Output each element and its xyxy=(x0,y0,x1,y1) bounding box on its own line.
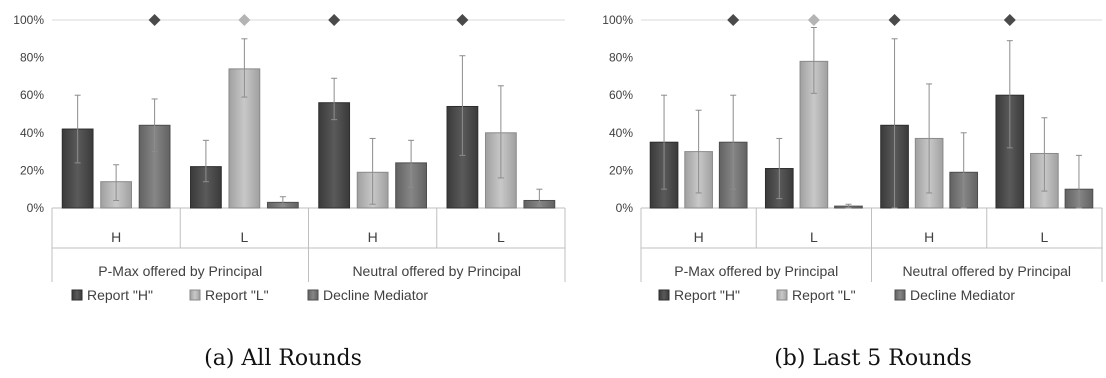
significance-marker xyxy=(238,14,251,26)
legend-label: Report "H" xyxy=(87,287,153,303)
significance-marker xyxy=(148,14,161,26)
legend-label: Decline Mediator xyxy=(323,287,428,303)
category-label: L xyxy=(810,229,818,245)
group-label: Neutral offered by Principal xyxy=(902,263,1071,279)
y-tick-label: 40% xyxy=(20,126,44,140)
legend-swatch-decline xyxy=(307,289,319,301)
group-label: Neutral offered by Principal xyxy=(352,263,521,279)
figure-caption: (b) Last 5 Rounds xyxy=(774,346,972,371)
significance-marker xyxy=(807,14,820,26)
y-tick-label: 80% xyxy=(20,51,44,65)
chart-panel-last-5-rounds: 0% 20% 40% 60% 80% 100% H L H L P-Max offered by P… xyxy=(602,13,1103,371)
y-tick-label: 20% xyxy=(20,163,44,177)
significance-marker xyxy=(888,14,901,26)
category-label: H xyxy=(694,229,704,245)
category-label: H xyxy=(924,229,934,245)
category-label: H xyxy=(111,229,121,245)
y-tick-label: 80% xyxy=(609,51,633,65)
figure-caption: (a) All Rounds xyxy=(204,346,362,371)
legend-swatch-report-h xyxy=(71,289,83,301)
category-label: H xyxy=(368,229,378,245)
significance-marker xyxy=(727,14,740,26)
y-tick-label: 20% xyxy=(609,163,633,177)
y-tick-label: 0% xyxy=(27,201,45,215)
chart-panel-all-rounds: 0% 20% 40% 60% 80% 100% H L H L P-Max offered by P… xyxy=(13,13,566,371)
category-label: L xyxy=(1040,229,1048,245)
group-label: P-Max offered by Principal xyxy=(674,263,838,279)
legend-swatch-decline xyxy=(894,289,906,301)
y-tick-label: 100% xyxy=(602,13,633,27)
legend-label: Report "L" xyxy=(205,287,269,303)
significance-marker xyxy=(1003,14,1016,26)
bar-report-h xyxy=(318,102,351,209)
significance-marker xyxy=(456,14,469,26)
legend-label: Report "L" xyxy=(792,287,856,303)
y-tick-label: 40% xyxy=(609,126,633,140)
y-tick-label: 100% xyxy=(13,13,44,27)
group-label: P-Max offered by Principal xyxy=(98,263,262,279)
category-label: L xyxy=(240,229,248,245)
significance-marker xyxy=(328,14,341,26)
category-label: L xyxy=(497,229,505,245)
y-tick-label: 60% xyxy=(609,88,633,102)
y-tick-label: 60% xyxy=(20,88,44,102)
legend-swatch-report-h xyxy=(658,289,670,301)
legend-label: Report "H" xyxy=(674,287,740,303)
y-tick-label: 0% xyxy=(616,201,634,215)
legend-label: Decline Mediator xyxy=(910,287,1015,303)
legend-swatch-report-l xyxy=(189,289,201,301)
legend-swatch-report-l xyxy=(776,289,788,301)
